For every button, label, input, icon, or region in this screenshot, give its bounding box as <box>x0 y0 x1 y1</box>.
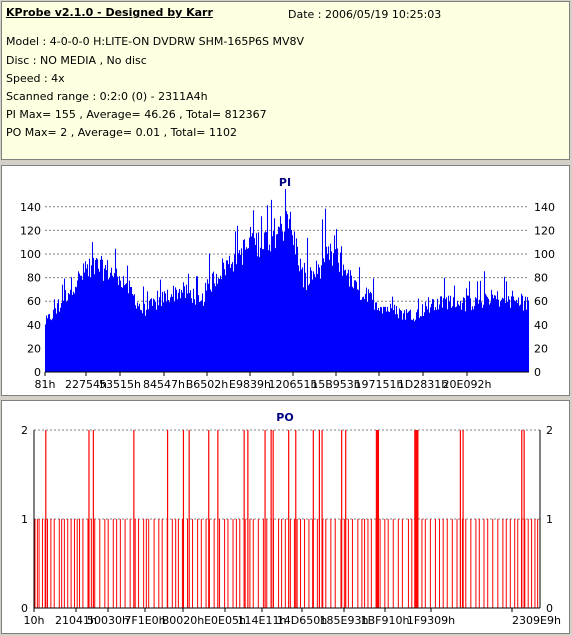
pi-ytick-left: 40 <box>27 319 41 332</box>
pi-ytick-right: 120 <box>534 224 555 237</box>
pi-ytick-right: 80 <box>534 272 548 285</box>
po-chart-title: PO <box>276 411 293 424</box>
pi-chart-panel: PI 0 0 20 20 40 40 60 60 80 80 100 100 120 120 140 140 8… <box>1 165 570 396</box>
pi-chart-title: PI <box>279 176 291 189</box>
po-xtick-label: 114E11h <box>238 614 287 627</box>
pi-ytick-left: 80 <box>27 272 41 285</box>
scanned-range-line: Scanned range : 0:2:0 (0) - 2311A4h <box>6 90 208 103</box>
po-xtick-label: B0020h <box>162 614 205 627</box>
pi-ytick-right: 20 <box>534 342 548 355</box>
pi-xtick-label: 20E092h <box>443 378 492 391</box>
app-title: KProbe v2.1.0 - Designed by Karr <box>6 6 213 19</box>
pi-ytick-right: 140 <box>534 201 555 214</box>
speed-line: Speed : 4x <box>6 72 65 85</box>
pi-xtick-label: B6502h <box>186 378 229 391</box>
disc-line: Disc : NO MEDIA , No disc <box>6 54 147 67</box>
po-xtick-label: 185E93h <box>320 614 369 627</box>
pi-ytick-left: 60 <box>27 295 41 308</box>
po-ytick-left: 2 <box>21 424 28 437</box>
po-xtick-label: 1F9309h <box>407 614 455 627</box>
po-ytick-left: 0 <box>21 602 28 615</box>
pi-xtick-label: 1D2831h <box>398 378 448 391</box>
pi-xtick-label: 81h <box>35 378 56 391</box>
pi-ytick-right: 40 <box>534 319 548 332</box>
po-ytick-right: 1 <box>546 513 553 526</box>
pi-ytick-right: 100 <box>534 248 555 261</box>
pi-xtick-label: 53515h <box>99 378 141 391</box>
pi-chart: PI 0 0 20 20 40 40 60 60 80 80 100 100 120 120 140 140 8… <box>20 176 555 391</box>
po-chart-panel: PO 0 0 1 1 2 2 10h 21041h 50030h 7F1E0h B0020h E0E0… <box>1 400 570 634</box>
pi-xtick-label: 84547h <box>143 378 185 391</box>
po-xtick-label: 14D650h <box>277 614 327 627</box>
po-xtick-label: 50030h <box>87 614 129 627</box>
pi-ytick-left: 120 <box>20 224 41 237</box>
po-summary-line: PO Max= 2 , Average= 0.01 , Total= 1102 <box>6 126 237 139</box>
pi-xtick-label: 15B953h <box>311 378 361 391</box>
pi-xtick-label: 22754h <box>65 378 107 391</box>
pi-ytick-right: 60 <box>534 295 548 308</box>
po-ytick-left: 1 <box>21 513 28 526</box>
po-ytick-right: 0 <box>546 602 553 615</box>
pi-ytick-left: 0 <box>34 366 41 379</box>
model-line: Model : 4-0-0-0 H:LITE-ON DVDRW SHM-165P… <box>6 35 305 48</box>
pi-ytick-right: 0 <box>534 366 541 379</box>
po-xtick-label: 21041h <box>55 614 97 627</box>
pi-xtick-label: E9839h <box>229 378 271 391</box>
pi-ytick-left: 20 <box>27 342 41 355</box>
pi-summary-line: PI Max= 155 , Average= 46.26 , Total= 81… <box>6 108 267 121</box>
pi-xtick-label: 120651h <box>269 378 318 391</box>
pi-xtick-label: 197151h <box>355 378 404 391</box>
pi-series-bars <box>44 189 530 372</box>
po-xtick-label: 2309E9h <box>512 614 561 627</box>
po-xtick-label: 10h <box>24 614 45 627</box>
po-ytick-right: 2 <box>546 424 553 437</box>
scan-date: Date : 2006/05/19 10:25:03 <box>288 8 442 21</box>
pi-ytick-left: 100 <box>20 248 41 261</box>
pi-ytick-left: 140 <box>20 201 41 214</box>
po-xtick-label: 1BF910h <box>361 614 410 627</box>
po-xtick-label: 7F1E0h <box>124 614 165 627</box>
info-panel: KProbe v2.1.0 - Designed by Karr Date : … <box>1 1 570 160</box>
po-xtick-label: E0E05h <box>204 614 246 627</box>
